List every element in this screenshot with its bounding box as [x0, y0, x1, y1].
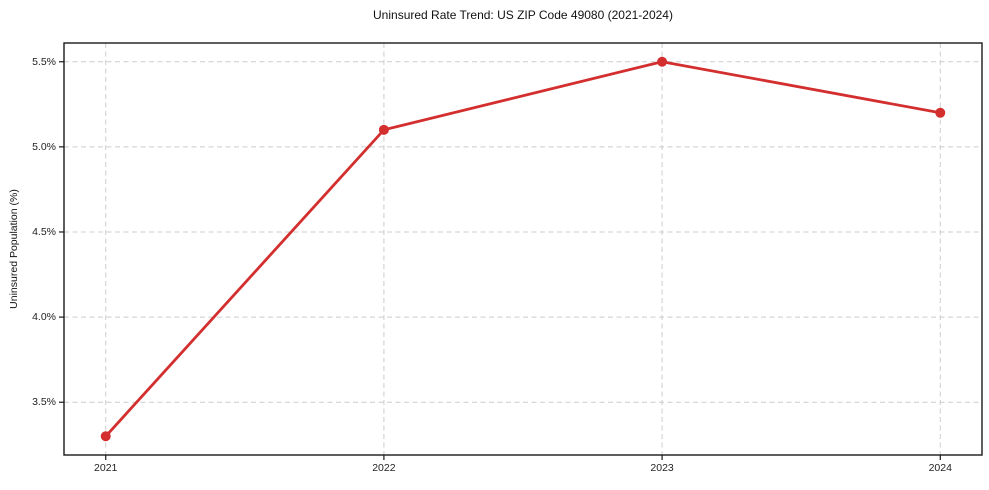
data-point-marker — [378, 124, 389, 135]
x-tick-label: 2023 — [650, 462, 674, 474]
y-tick-label: 5.0% — [32, 140, 56, 153]
y-tick-label: 3.5% — [32, 396, 56, 409]
y-tick-label: 4.5% — [32, 225, 56, 238]
trend-line — [104, 60, 942, 438]
y-tick-label: 4.0% — [32, 311, 56, 324]
x-tick-label: 2021 — [94, 462, 118, 474]
chart-title: Uninsured Rate Trend: US ZIP Code 49080 … — [373, 8, 673, 22]
x-tick-label: 2024 — [928, 462, 952, 474]
data-point-marker — [935, 107, 946, 118]
data-point-marker — [657, 56, 668, 67]
data-point-marker — [100, 431, 111, 442]
x-tick-label: 2022 — [372, 462, 396, 474]
plot-border — [63, 42, 983, 456]
y-tick-label: 5.5% — [32, 55, 56, 68]
